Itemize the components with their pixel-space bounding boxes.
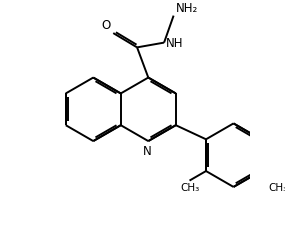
Text: CH₃: CH₃ [180,183,199,193]
Text: NH: NH [166,37,183,50]
Text: N: N [143,144,152,157]
Text: O: O [101,19,110,32]
Text: CH₃: CH₃ [268,183,285,193]
Text: NH₂: NH₂ [176,2,198,15]
